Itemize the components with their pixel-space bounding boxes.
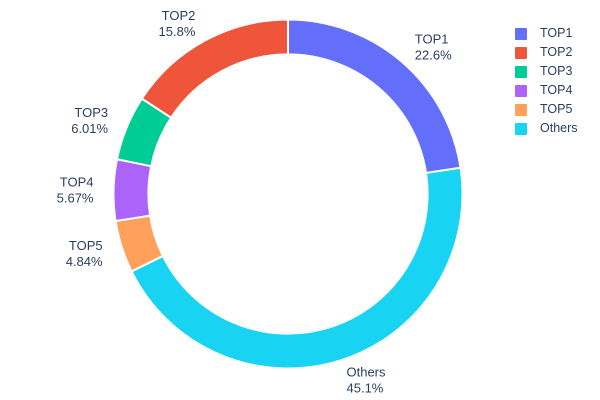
slice-percent-top1: 22.6% bbox=[415, 48, 452, 63]
pie-slice-others[interactable] bbox=[130, 166, 464, 370]
legend-label-top2: TOP2 bbox=[540, 45, 573, 59]
legend-swatch-top3 bbox=[515, 65, 527, 78]
legend-item-top1[interactable]: TOP1 bbox=[515, 24, 578, 43]
slice-percent-top3: 6.01% bbox=[71, 121, 108, 136]
slice-label-top3: TOP3 bbox=[74, 105, 108, 120]
legend-label-top5: TOP5 bbox=[540, 102, 573, 116]
slice-percent-others: 45.1% bbox=[347, 381, 384, 396]
legend-item-top4[interactable]: TOP4 bbox=[515, 81, 578, 100]
slice-label-others: Others bbox=[347, 365, 387, 380]
legend: TOP1 TOP2 TOP3 TOP4 TOP5 Others bbox=[515, 24, 578, 138]
legend-item-top3[interactable]: TOP3 bbox=[515, 62, 578, 81]
legend-swatch-others bbox=[515, 122, 527, 135]
legend-swatch-top2 bbox=[515, 46, 527, 59]
legend-label-top4: TOP4 bbox=[540, 83, 573, 97]
slice-percent-top2: 15.8% bbox=[159, 24, 196, 39]
legend-item-top2[interactable]: TOP2 bbox=[515, 43, 578, 62]
slice-label-top4: TOP4 bbox=[60, 175, 94, 190]
legend-item-others[interactable]: Others bbox=[515, 119, 578, 138]
slice-label-top5: TOP5 bbox=[69, 238, 103, 253]
slice-label-top2: TOP2 bbox=[162, 8, 196, 23]
legend-label-top3: TOP3 bbox=[540, 64, 573, 78]
legend-label-top1: TOP1 bbox=[540, 26, 573, 40]
legend-swatch-top1 bbox=[515, 27, 527, 40]
slice-label-top1: TOP1 bbox=[415, 32, 449, 47]
legend-swatch-top4 bbox=[515, 84, 527, 97]
pie-slice-top4[interactable] bbox=[112, 158, 153, 223]
pie-slice-top2[interactable] bbox=[140, 18, 289, 119]
legend-item-top5[interactable]: TOP5 bbox=[515, 100, 578, 119]
legend-swatch-top5 bbox=[515, 103, 527, 116]
slice-percent-top4: 5.67% bbox=[57, 191, 94, 206]
slice-percent-top5: 4.84% bbox=[66, 254, 103, 269]
legend-label-others: Others bbox=[540, 121, 578, 135]
